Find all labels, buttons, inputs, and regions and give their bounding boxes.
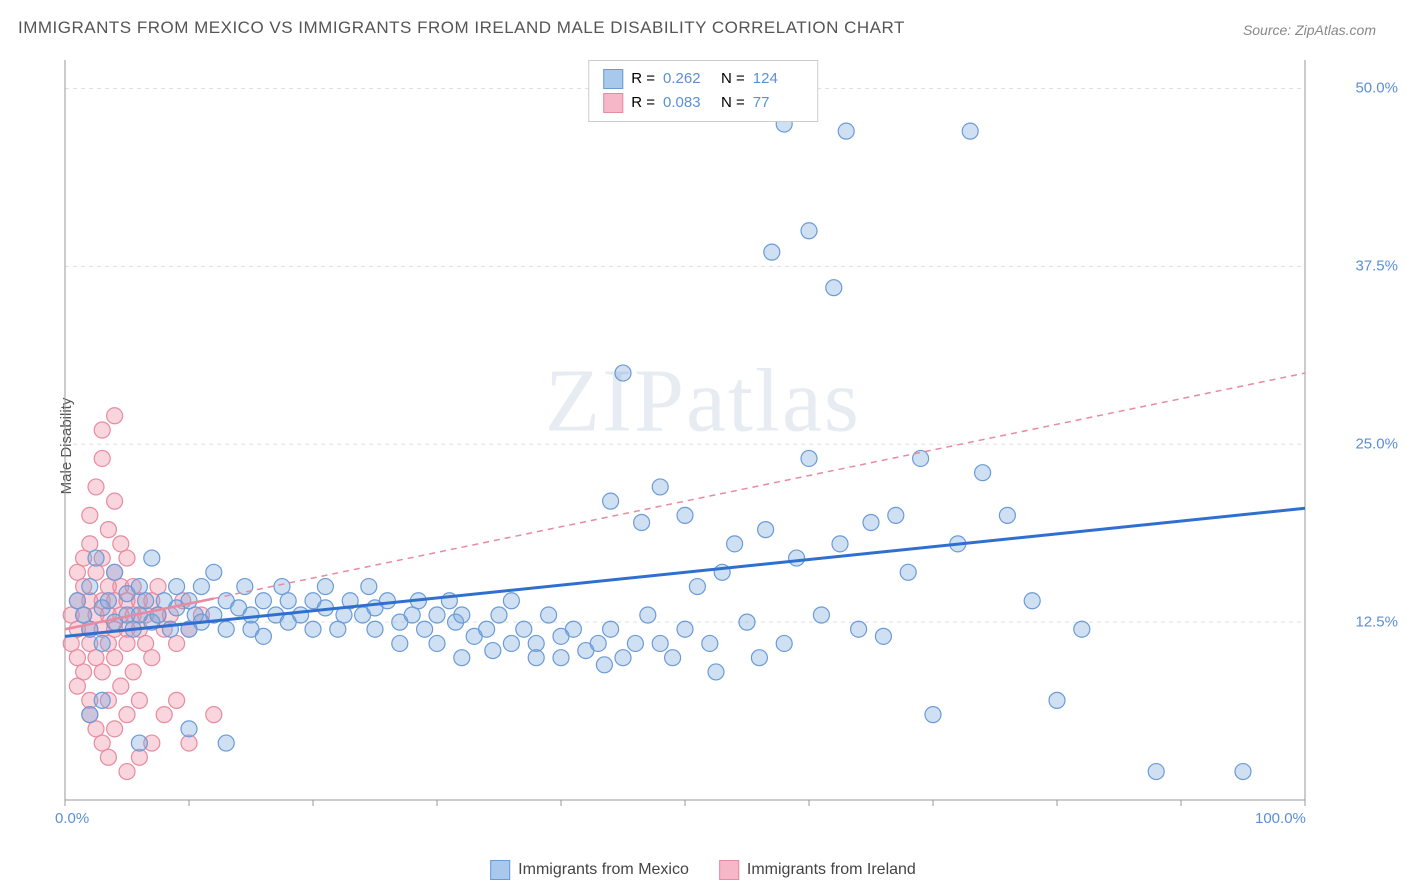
swatch-mexico (490, 860, 510, 880)
swatch-mexico (603, 69, 623, 89)
legend-stats-row-ireland: R = 0.083 N = 77 (603, 91, 803, 115)
legend-stats: R = 0.262 N = 124 R = 0.083 N = 77 (588, 60, 818, 122)
y-tick-label: 37.5% (1355, 258, 1398, 275)
r-value-ireland: 0.083 (663, 91, 713, 115)
swatch-ireland (603, 93, 623, 113)
scatter-chart (60, 55, 1360, 825)
n-value-ireland: 77 (753, 91, 803, 115)
source-label: Source: ZipAtlas.com (1243, 22, 1376, 38)
r-value-mexico: 0.262 (663, 67, 713, 91)
chart-area (60, 55, 1360, 825)
y-tick-label: 12.5% (1355, 614, 1398, 631)
r-label: R = (631, 91, 655, 115)
legend-item-mexico: Immigrants from Mexico (490, 860, 689, 880)
n-label: N = (721, 67, 745, 91)
legend-label-mexico: Immigrants from Mexico (518, 861, 689, 879)
swatch-ireland (719, 860, 739, 880)
legend-item-ireland: Immigrants from Ireland (719, 860, 916, 880)
x-tick-label: 100.0% (1255, 810, 1306, 820)
x-tick-label: 0.0% (55, 810, 89, 820)
n-label: N = (721, 91, 745, 115)
y-tick-label: 25.0% (1355, 436, 1398, 453)
legend-label-ireland: Immigrants from Ireland (747, 861, 916, 879)
legend-bottom: Immigrants from Mexico Immigrants from I… (490, 860, 916, 880)
y-tick-label: 50.0% (1355, 80, 1398, 97)
legend-stats-row-mexico: R = 0.262 N = 124 (603, 67, 803, 91)
n-value-mexico: 124 (753, 67, 803, 91)
r-label: R = (631, 67, 655, 91)
chart-title: IMMIGRANTS FROM MEXICO VS IMMIGRANTS FRO… (18, 18, 905, 38)
